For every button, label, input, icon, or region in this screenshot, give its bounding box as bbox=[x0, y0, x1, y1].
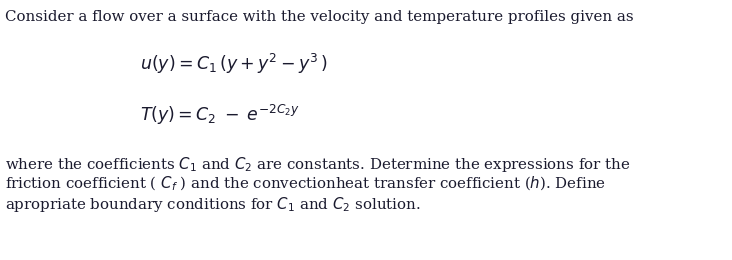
Text: where the coefficients $C_1$ and $C_2$ are constants. Determine the expressions : where the coefficients $C_1$ and $C_2$ a… bbox=[5, 155, 630, 174]
Text: apropriate boundary conditions for $C_1$ and $C_2$ solution.: apropriate boundary conditions for $C_1$… bbox=[5, 195, 421, 214]
Text: $u(y) = C_1\,(y + y^2 - y^3\,)$: $u(y) = C_1\,(y + y^2 - y^3\,)$ bbox=[140, 52, 328, 76]
Text: friction coefficient ( $C_f$ ) and the convectionheat transfer coefficient ($h$): friction coefficient ( $C_f$ ) and the c… bbox=[5, 175, 606, 193]
Text: $T(y) = C_2\; -\; e^{-2C_2 y}$: $T(y) = C_2\; -\; e^{-2C_2 y}$ bbox=[140, 103, 300, 127]
Text: Consider a flow over a surface with the velocity and temperature profiles given : Consider a flow over a surface with the … bbox=[5, 10, 634, 24]
